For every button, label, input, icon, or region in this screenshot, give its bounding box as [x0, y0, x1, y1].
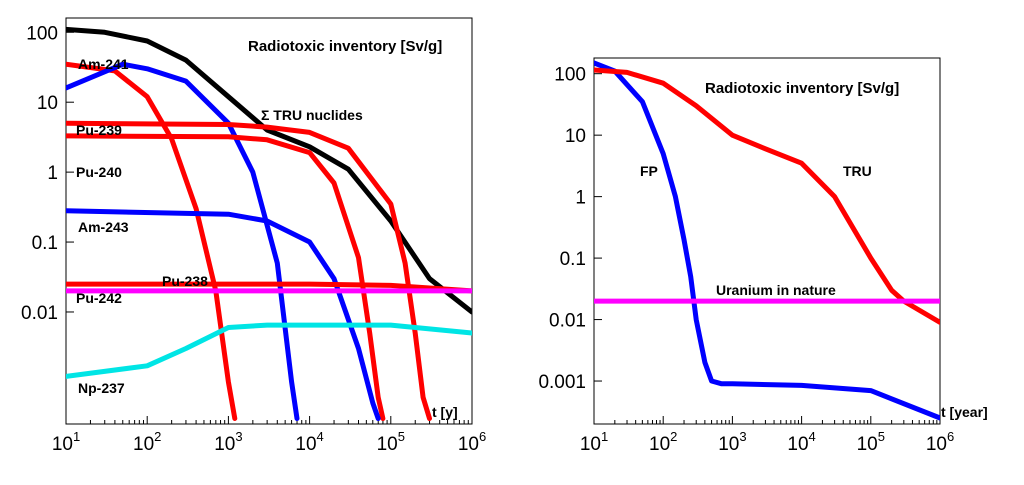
right-x-tick-label: 106 — [926, 429, 954, 455]
label-np-237: Np-237 — [78, 380, 125, 396]
right-y-tick-label: 10 — [565, 126, 586, 147]
label-pu-240: Pu-240 — [76, 164, 122, 180]
right-y-tick-label: 1 — [575, 188, 586, 209]
label-pu-238: Pu-238 — [162, 273, 208, 289]
left-series-pu-240 — [66, 133, 386, 421]
left-series-tru-nuclides — [66, 26, 472, 315]
right-x-tick-label: 101 — [580, 429, 608, 455]
left-y-tick-label: 0.1 — [32, 233, 58, 254]
right-x-tick-label: 103 — [718, 429, 746, 455]
label-pu-239: Pu-239 — [76, 122, 122, 138]
left-y-tick-label: 0.01 — [21, 303, 58, 324]
left-x-tick-label: 101 — [52, 429, 80, 455]
label-tru: TRU — [843, 163, 872, 179]
label-sum-tru-nuclides: Σ TRU nuclides — [261, 107, 363, 123]
right-x-axis-label: t [year] — [941, 404, 988, 420]
left-x-axis-label: t [y] — [432, 404, 458, 420]
left-x-tick-label: 103 — [214, 429, 242, 455]
left-chart-title: Radiotoxic inventory [Sv/g] — [248, 38, 442, 55]
right-x-tick-label: 104 — [787, 429, 815, 455]
left-x-tick-label: 104 — [295, 429, 323, 455]
right-y-tick-label: 0.1 — [560, 249, 586, 270]
left-y-tick-label: 10 — [37, 93, 58, 114]
left-series-am-241 — [66, 61, 238, 421]
left-x-tick-label: 102 — [133, 429, 161, 455]
label-uranium-in-nature: Uranium in nature — [716, 282, 836, 298]
right-chart-title: Radiotoxic inventory [Sv/g] — [705, 80, 899, 97]
label-am-241: Am-241 — [78, 56, 129, 72]
label-pu-242: Pu-242 — [76, 290, 122, 306]
left-y-tick-label: 1 — [47, 163, 58, 184]
left-y-tick-label: 100 — [26, 23, 58, 44]
right-y-tick-label: 100 — [554, 65, 586, 86]
label-am-243: Am-243 — [78, 219, 129, 235]
right-series-fp — [594, 60, 940, 421]
right-x-tick-label: 102 — [649, 429, 677, 455]
right-series-tru — [594, 67, 940, 325]
left-series-pu-239 — [66, 120, 432, 421]
left-x-tick-label: 106 — [458, 429, 486, 455]
left-series-am-243 — [66, 208, 381, 421]
right-y-tick-label: 0.001 — [538, 372, 586, 393]
right-x-tick-label: 105 — [857, 429, 885, 455]
right-y-tick-label: 0.01 — [549, 311, 586, 332]
left-series-np-237 — [66, 322, 472, 379]
label-fp: FP — [640, 163, 658, 179]
left-x-tick-label: 105 — [377, 429, 405, 455]
